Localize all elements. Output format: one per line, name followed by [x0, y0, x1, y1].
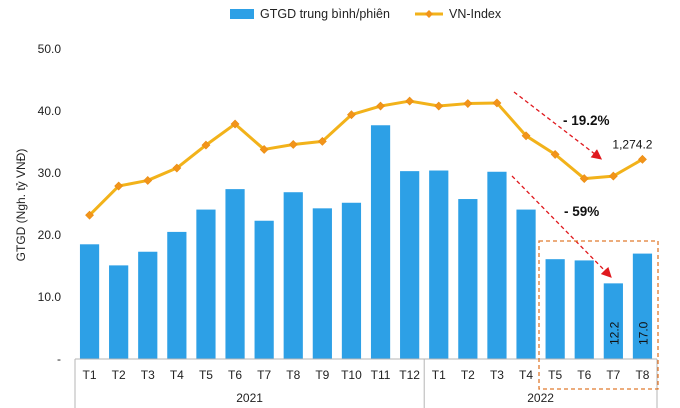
bar-13	[458, 199, 478, 359]
bar-10	[370, 125, 391, 359]
x-tick-label: T7	[257, 368, 271, 382]
year-label: 2021	[236, 391, 263, 405]
bar-4	[196, 209, 216, 359]
bar-2	[138, 251, 158, 359]
vnindex-point-0	[85, 210, 94, 220]
x-tick-label: T5	[548, 368, 562, 382]
bar-value-label: 17.0	[636, 321, 650, 345]
bar-17	[574, 260, 594, 359]
y-tick-label: -	[57, 352, 61, 366]
bar-8	[312, 208, 332, 359]
bar-16	[545, 259, 565, 359]
vnindex-point-7	[288, 140, 298, 149]
legend-line-marker	[425, 10, 433, 18]
legend: GTGD trung bình/phiên VN-Index	[230, 7, 502, 21]
x-tick-label: T6	[228, 368, 242, 382]
annotation-vnindex-change: - 19.2%	[563, 113, 610, 128]
data-labels: 12.2 17.0 1,274.2	[607, 137, 652, 345]
year-label: 2022	[527, 391, 554, 405]
x-tick-label: T9	[315, 368, 329, 382]
y-tick-label: 50.0	[38, 42, 62, 56]
bar-12	[429, 170, 449, 359]
vnindex-point-9	[347, 110, 356, 120]
x-tick-label: T2	[112, 368, 126, 382]
x-tick-label: T6	[577, 368, 591, 382]
x-tick-label: T11	[371, 368, 391, 382]
vnindex-point-14	[492, 98, 502, 108]
annotations: - 19.2% - 59%	[511, 91, 659, 390]
y-tick-label: 20.0	[38, 228, 62, 242]
y-tick-label: 30.0	[38, 166, 62, 180]
vnindex-point-17	[579, 174, 589, 184]
bar-14	[487, 171, 507, 359]
y-axis-label: GTGD (Ngh. tỷ VNĐ)	[14, 149, 28, 262]
x-tick-label: T1	[83, 368, 97, 382]
x-tick-label: T8	[286, 368, 300, 382]
bar-15	[516, 209, 536, 359]
vnindex-point-3	[172, 163, 182, 173]
x-tick-label: T1	[432, 368, 446, 382]
x-tick-label: T12	[399, 368, 420, 382]
y-axis-ticks: - 10.0 20.0 30.0 40.0 50.0	[38, 42, 62, 366]
bar-3	[167, 231, 187, 359]
x-tick-label: T10	[341, 368, 362, 382]
line-series	[85, 96, 647, 220]
x-tick-label: T3	[141, 368, 155, 382]
vnindex-line	[88, 99, 644, 217]
bar-6	[254, 220, 274, 359]
x-tick-label: T8	[635, 368, 649, 382]
annotation-volume-change: - 59%	[564, 204, 599, 219]
vnindex-point-13	[463, 99, 473, 108]
highlight-box	[538, 240, 659, 390]
vnindex-point-2	[143, 176, 153, 185]
bar-9	[341, 202, 362, 359]
legend-bar-swatch	[230, 9, 254, 19]
vnindex-point-12	[434, 101, 444, 111]
legend-line-label: VN-Index	[449, 7, 502, 21]
bar-7	[283, 192, 303, 359]
y-tick-label: 40.0	[38, 104, 62, 118]
x-axis: T1 T2 T3 T4 T5 T6 T7 T8 T9 T10 T11 T12 T1 T2 T3 T4 T5 T6 T…	[74, 358, 658, 408]
bar-18	[603, 283, 623, 359]
vnindex-point-15	[521, 131, 531, 141]
vnindex-point-19	[638, 154, 647, 164]
vnindex-point-11	[405, 96, 415, 106]
x-tick-label: T2	[461, 368, 475, 382]
vnindex-point-1	[114, 181, 124, 191]
vnindex-point-4	[201, 140, 211, 150]
x-tick-label: T7	[606, 368, 620, 382]
bar-series	[79, 125, 653, 359]
bar-1	[109, 265, 129, 359]
legend-bar-label: GTGD trung bình/phiên	[260, 7, 390, 21]
bar-0	[79, 244, 100, 359]
bar-11	[400, 171, 420, 359]
vnindex-point-18	[608, 171, 618, 181]
vnindex-point-8	[317, 136, 327, 146]
bar-5	[225, 189, 245, 359]
x-tick-label: T4	[170, 368, 184, 382]
vnindex-point-16	[550, 149, 560, 159]
vnindex-value-label: 1,274.2	[612, 137, 652, 151]
vnindex-point-5	[230, 119, 240, 129]
bar-19	[632, 253, 653, 359]
x-tick-label: T3	[490, 368, 504, 382]
x-tick-label: T5	[199, 368, 213, 382]
bar-value-label: 12.2	[607, 321, 621, 345]
vnindex-point-6	[259, 145, 269, 154]
y-tick-label: 10.0	[38, 290, 62, 304]
x-tick-label: T4	[519, 368, 533, 382]
trend-arrow-volume	[511, 175, 612, 278]
vnindex-point-10	[376, 101, 385, 111]
